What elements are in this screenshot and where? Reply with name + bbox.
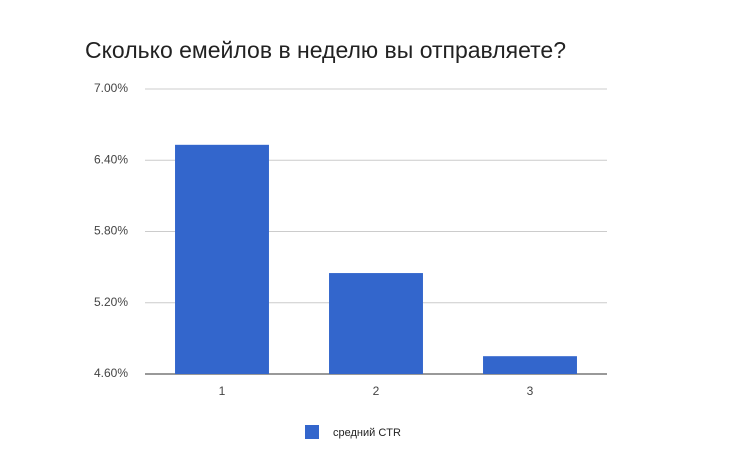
y-tick-label: 5.80% bbox=[94, 224, 128, 238]
x-tick-label: 3 bbox=[527, 384, 534, 398]
legend-label: средний CTR bbox=[333, 427, 401, 439]
legend-swatch bbox=[305, 425, 319, 439]
y-tick-label: 5.20% bbox=[94, 295, 128, 309]
bar bbox=[175, 144, 269, 374]
y-tick-label: 7.00% bbox=[94, 81, 128, 95]
x-tick-label: 2 bbox=[373, 384, 380, 398]
bar bbox=[329, 273, 423, 374]
y-tick-label: 4.60% bbox=[94, 366, 128, 380]
x-tick-label: 1 bbox=[219, 384, 226, 398]
chart-title: Сколько емейлов в неделю вы отправляете? bbox=[85, 37, 566, 63]
bar bbox=[483, 356, 577, 374]
y-tick-label: 6.40% bbox=[94, 152, 128, 166]
